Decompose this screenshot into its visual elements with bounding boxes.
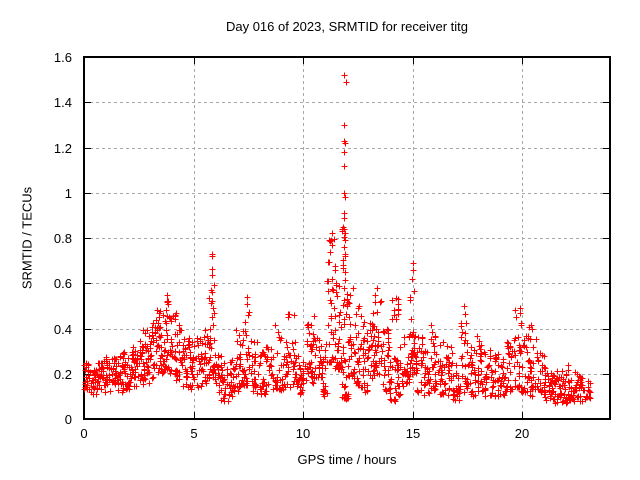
y-tick-label: 0.2	[53, 367, 72, 382]
grid-lines	[84, 57, 610, 419]
y-tick-label: 1	[64, 186, 72, 201]
x-tick-label: 0	[80, 426, 88, 441]
y-tick-label: 0	[64, 412, 72, 427]
y-tick-label: 1.6	[53, 50, 72, 65]
x-tick-label: 20	[514, 426, 530, 441]
scatter-points	[81, 72, 594, 407]
y-tick-label: 1.4	[53, 95, 72, 110]
y-tick-label: 1.2	[53, 141, 72, 156]
x-tick-label: 5	[190, 426, 198, 441]
x-tick-label: 10	[295, 426, 311, 441]
y-tick-label: 0.6	[53, 276, 72, 291]
y-tick-label: 0.8	[53, 231, 72, 246]
y-tick-label: 0.4	[53, 322, 72, 337]
x-tick-label: 15	[405, 426, 421, 441]
x-axis-label: GPS time / hours	[297, 452, 397, 467]
chart-title: Day 016 of 2023, SRMTID for receiver tit…	[225, 19, 469, 34]
